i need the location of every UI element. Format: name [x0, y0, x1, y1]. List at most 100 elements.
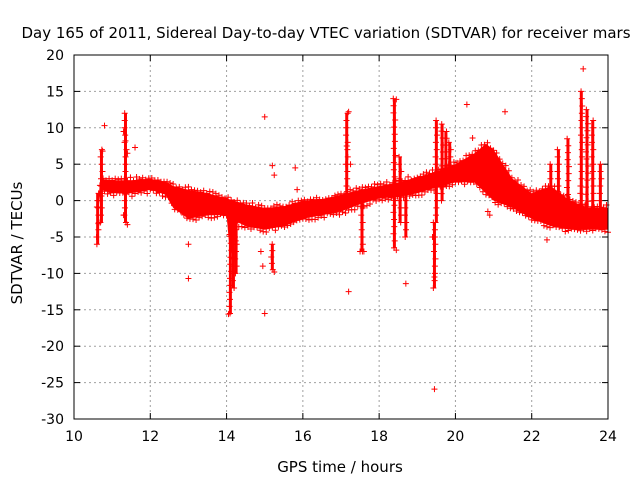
- trace-edge-marker: [183, 215, 190, 222]
- trace-edge-marker: [164, 178, 171, 185]
- trace-edge-marker: [107, 189, 114, 196]
- spike-marker: [390, 188, 397, 195]
- trace-edge-marker: [351, 206, 358, 213]
- spike-marker: [579, 219, 586, 226]
- trace-edge-marker: [385, 196, 392, 203]
- spike-marker: [596, 212, 603, 219]
- spike-marker: [445, 139, 452, 146]
- y-axis-label: SDTVAR / TECUs: [8, 181, 26, 304]
- spike-marker: [121, 110, 128, 117]
- spike-marker: [432, 255, 439, 262]
- spike-marker: [564, 149, 571, 156]
- spike-marker: [233, 241, 240, 248]
- trace-edge-marker: [241, 224, 248, 231]
- spike-marker: [588, 153, 595, 160]
- trace-edge-marker: [533, 187, 540, 194]
- trace-edge-marker: [455, 179, 462, 186]
- spike-marker: [555, 183, 562, 190]
- spike-marker: [396, 153, 403, 160]
- spike-marker: [97, 197, 104, 204]
- spike-marker: [598, 175, 605, 182]
- trace-edge-marker: [383, 179, 390, 186]
- spike-marker: [590, 124, 597, 131]
- spike-marker: [432, 139, 439, 146]
- spike-marker: [359, 204, 366, 211]
- trace-edge-marker: [524, 187, 531, 194]
- y-tick-label: -30: [41, 412, 64, 428]
- trace-edge-marker: [270, 203, 277, 210]
- spike-marker: [233, 263, 240, 270]
- trace-edge-marker: [113, 189, 120, 196]
- spike-marker: [554, 146, 561, 153]
- spike-marker: [121, 175, 128, 182]
- spike-marker: [546, 183, 553, 190]
- spike-marker: [565, 177, 572, 184]
- trace-edge-marker: [495, 201, 502, 208]
- trace-edge-marker: [334, 191, 341, 198]
- spike-marker: [430, 284, 437, 291]
- spike-marker: [402, 226, 409, 233]
- spike-marker: [588, 139, 595, 146]
- trace-edge-marker: [106, 175, 113, 182]
- trace-edge-marker: [505, 167, 512, 174]
- spike-marker: [590, 117, 597, 124]
- spike-marker: [395, 197, 402, 204]
- spike-marker: [391, 131, 398, 138]
- spike-marker: [401, 190, 408, 197]
- data-point: [431, 386, 438, 393]
- x-tick-label: 16: [294, 429, 312, 445]
- trace-edge-marker: [179, 186, 186, 193]
- spike-marker: [122, 153, 129, 160]
- trace-edge-marker: [380, 181, 387, 188]
- trace-edge-marker: [475, 147, 482, 154]
- spike-marker: [578, 212, 585, 219]
- trace-edge-marker: [180, 211, 187, 218]
- spike-marker: [359, 241, 366, 248]
- y-tick-label: 15: [46, 84, 64, 100]
- data-point: [343, 143, 350, 149]
- data-point: [345, 288, 352, 295]
- spike-marker: [585, 198, 592, 205]
- trace-edge-marker: [222, 195, 229, 202]
- data-point: [393, 96, 400, 103]
- spike-marker: [564, 198, 571, 205]
- x-tick-label: 12: [141, 429, 159, 445]
- spike-marker: [445, 161, 452, 168]
- spike-marker: [391, 124, 398, 131]
- spike-marker: [268, 254, 275, 261]
- spike-marker: [122, 132, 129, 139]
- trace-band: [96, 143, 609, 259]
- spike-marker: [597, 161, 604, 168]
- data-point: [502, 108, 509, 115]
- spike-marker: [578, 124, 585, 131]
- spike-marker: [432, 124, 439, 131]
- spike-marker: [226, 310, 233, 317]
- trace-edge-marker: [298, 197, 305, 204]
- spike-marker: [588, 204, 595, 211]
- axis-ticks: 10 12 14 16 18 20 22 24 -30 -25 -20 -15 -10 -5 0 5 10 15 2…: [41, 48, 617, 445]
- spike-marker: [565, 163, 572, 170]
- data-point: [261, 113, 268, 120]
- spike-marker: [434, 175, 441, 182]
- trace-edge-marker: [420, 171, 427, 178]
- data-point: [271, 268, 278, 275]
- data-point: [225, 311, 232, 318]
- data-point: [469, 134, 476, 141]
- spike-marker: [447, 153, 454, 160]
- data-point: [431, 274, 438, 281]
- spike-marker: [583, 155, 590, 162]
- trace-edge-marker: [304, 198, 311, 205]
- spike-marker: [434, 168, 441, 175]
- x-tick-label: 22: [523, 429, 541, 445]
- spike-marker: [432, 241, 439, 248]
- trace-edge-marker: [218, 194, 225, 201]
- spike-marker: [401, 212, 408, 219]
- spike-marker: [584, 177, 591, 184]
- trace-edge-marker: [461, 181, 468, 188]
- spike-marker: [443, 183, 450, 190]
- spike-marker: [578, 88, 585, 95]
- trace-edge-marker: [473, 180, 480, 187]
- trace-edge-marker: [104, 190, 111, 197]
- spike-marker: [554, 153, 561, 160]
- trace-edge-marker: [310, 196, 317, 203]
